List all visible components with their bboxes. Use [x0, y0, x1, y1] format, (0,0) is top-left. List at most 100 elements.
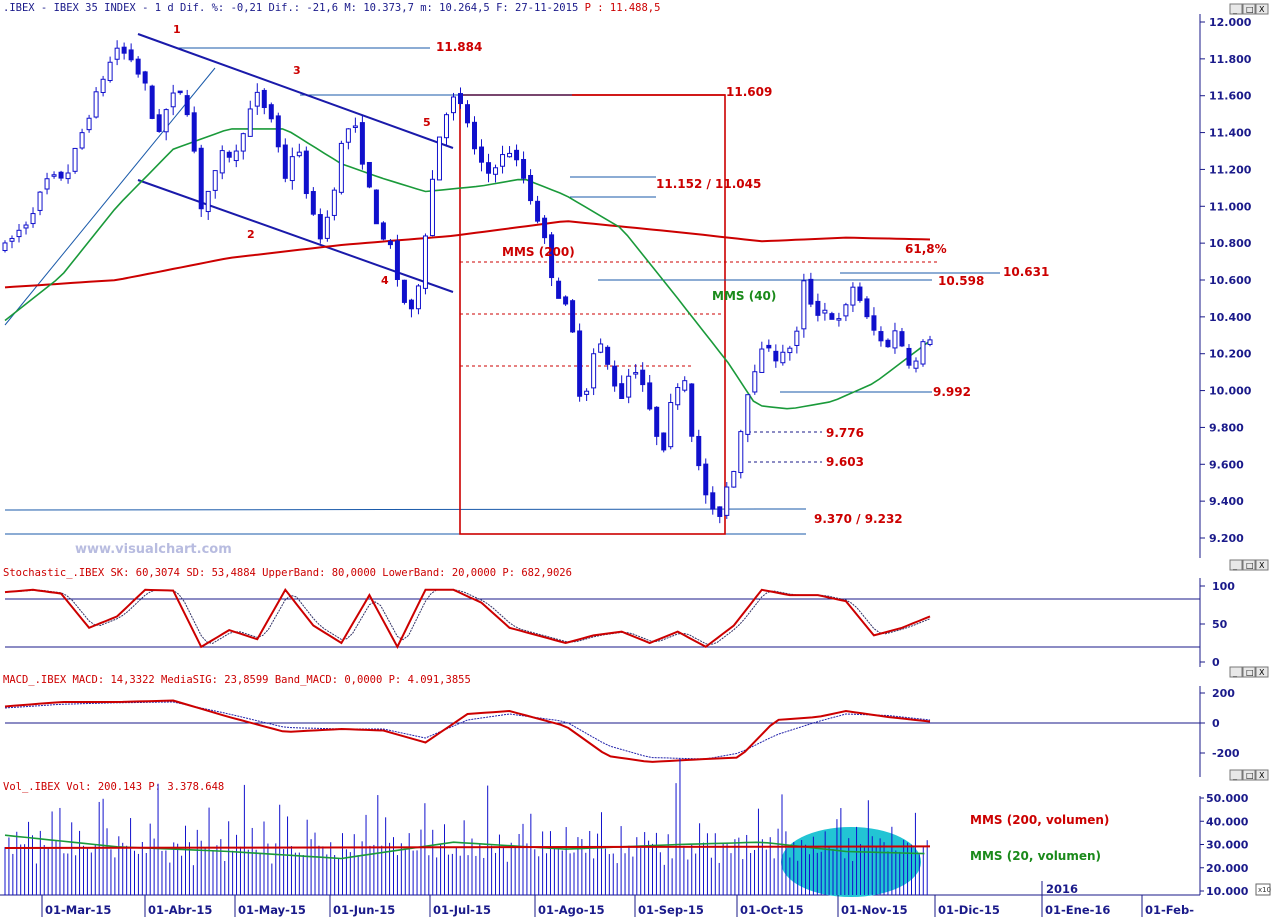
candle-body: [864, 298, 870, 318]
candle-body: [177, 90, 183, 94]
level-label-9370: 9.370 / 9.232: [814, 512, 903, 526]
window-button[interactable]: [1255, 666, 1269, 678]
candle-body: [254, 91, 260, 107]
candle-body: [465, 104, 470, 124]
candle-body: [2, 242, 8, 252]
candle-body: [605, 346, 611, 365]
candle-body: [401, 279, 407, 303]
candle-body: [114, 47, 120, 60]
zoom-button[interactable]: [1255, 883, 1271, 896]
candle-body: [507, 152, 513, 158]
window-button-label: □: [1246, 5, 1254, 14]
candle-body: [703, 463, 709, 496]
level-label-10631: 10.631: [1003, 265, 1049, 279]
price-tick-label: 9.600: [1209, 458, 1244, 471]
vol-tick-label: 30.000: [1206, 839, 1249, 852]
candle-body: [268, 104, 274, 120]
candle-body: [745, 394, 751, 435]
candle-body: [570, 300, 576, 333]
candle-body: [121, 46, 127, 54]
candle-body: [373, 189, 379, 225]
candle-body: [724, 486, 730, 516]
candle-body: [500, 154, 506, 167]
candle-body: [521, 158, 527, 179]
vol-tick-label: 10.000: [1206, 885, 1249, 898]
window-button-label: X: [1259, 561, 1265, 570]
price-tick-label: 9.800: [1209, 421, 1244, 434]
window-button-label: _: [1232, 5, 1238, 14]
candle-body: [591, 353, 597, 389]
stoch-tick-label: 100: [1212, 580, 1235, 593]
x-axis: 01-Mar-15 01-Abr-15 01-May-15 01-Jun-15 01-J…: [41, 881, 1194, 917]
candle-body: [303, 150, 309, 195]
x-tick-label: 01-Nov-15: [841, 903, 908, 917]
candle-body: [787, 347, 793, 354]
candle-body: [366, 161, 372, 188]
window-button[interactable]: [1255, 559, 1269, 571]
stoch-tick-label: 50: [1212, 618, 1228, 631]
candle-body: [30, 213, 36, 225]
candle-body: [717, 506, 723, 517]
candle-body: [927, 339, 933, 345]
watermark: www.visualchart.com: [75, 542, 232, 557]
window-button[interactable]: [1242, 769, 1256, 781]
window-button-label: _: [1232, 668, 1238, 677]
price-tick-label: 10.200: [1209, 348, 1252, 361]
candle-body: [156, 114, 162, 132]
candle-body: [198, 147, 204, 210]
candle-body: [429, 178, 435, 237]
x-tick-label: 01-Dic-15: [938, 903, 1000, 917]
candle-body: [612, 365, 618, 387]
candle-body: [584, 390, 590, 395]
window-button[interactable]: [1242, 559, 1256, 571]
window-button[interactable]: [1229, 666, 1243, 678]
mms40-line: [4, 128, 931, 410]
candle-body: [51, 174, 57, 177]
window-button[interactable]: [1242, 3, 1256, 15]
mms40-curve: [4, 128, 931, 410]
candle-body: [836, 318, 842, 321]
candle-body: [822, 309, 828, 314]
window-button[interactable]: [1229, 3, 1243, 15]
candle-body: [899, 331, 905, 347]
price-tick-label: 11.400: [1209, 127, 1252, 140]
wave-label-5: 5: [423, 116, 431, 129]
candle-body: [163, 109, 169, 133]
window-button-label: X: [1259, 668, 1265, 677]
x-tick-label: 01-Abr-15: [148, 903, 212, 917]
candle-body: [668, 402, 674, 448]
window-button[interactable]: [1242, 666, 1256, 678]
level-label-9992: 9.992: [933, 385, 971, 399]
candle-body: [135, 58, 141, 75]
panel-window-buttons[interactable]: _ □ X _ □ X _ □ X _ □ X: [1229, 3, 1269, 781]
candle-body: [408, 299, 414, 310]
year-marker: 2016: [1046, 882, 1078, 896]
window-button-label: □: [1246, 561, 1254, 570]
window-button[interactable]: [1229, 559, 1243, 571]
volume-highlight: [781, 827, 921, 897]
price-candles: [2, 40, 933, 524]
x-tick-label: 01-Ago-15: [538, 903, 605, 917]
candle-body: [689, 383, 695, 437]
level-label-9776: 9.776: [826, 426, 864, 440]
candle-body: [556, 280, 562, 299]
candle-body: [759, 348, 765, 373]
candle-body: [773, 350, 779, 362]
stochastic-panel-header: Stochastic_.IBEX SK: 60,3074 SD: 53,4884…: [3, 567, 572, 579]
window-button[interactable]: [1229, 769, 1243, 781]
candle-body: [542, 217, 548, 239]
window-button[interactable]: [1255, 769, 1269, 781]
candle-body: [710, 492, 716, 510]
candle-body: [514, 149, 520, 161]
candle-body: [878, 331, 884, 342]
candle-body: [563, 296, 569, 305]
candle-body: [598, 343, 604, 353]
candle-body: [394, 240, 400, 280]
window-button[interactable]: [1255, 3, 1269, 15]
window-button-label: X: [1259, 771, 1265, 780]
price-tick-label: 12.000: [1209, 16, 1252, 29]
window-button-label: □: [1246, 668, 1254, 677]
vol-tick-label: 40.000: [1206, 815, 1249, 828]
price-axis: 12.000 11.800 11.600 11.400 11.200 11.000 10.8…: [1200, 16, 1252, 545]
